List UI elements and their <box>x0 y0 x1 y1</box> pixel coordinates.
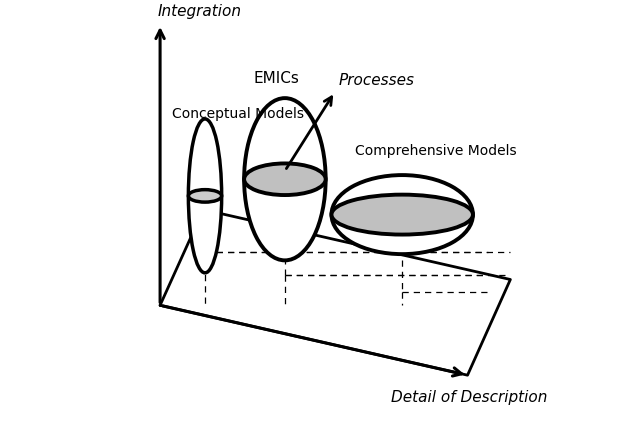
Ellipse shape <box>188 190 221 202</box>
Ellipse shape <box>188 119 221 273</box>
Ellipse shape <box>332 195 473 234</box>
Ellipse shape <box>332 175 473 254</box>
Ellipse shape <box>244 163 325 195</box>
Ellipse shape <box>244 98 325 260</box>
Text: Integration: Integration <box>158 4 242 19</box>
Text: Comprehensive Models: Comprehensive Models <box>355 145 516 159</box>
Text: Processes: Processes <box>339 73 415 88</box>
Text: EMICs: EMICs <box>254 71 299 86</box>
Text: Detail of Description: Detail of Description <box>391 390 548 405</box>
Text: Conceptual Models: Conceptual Models <box>172 107 304 121</box>
